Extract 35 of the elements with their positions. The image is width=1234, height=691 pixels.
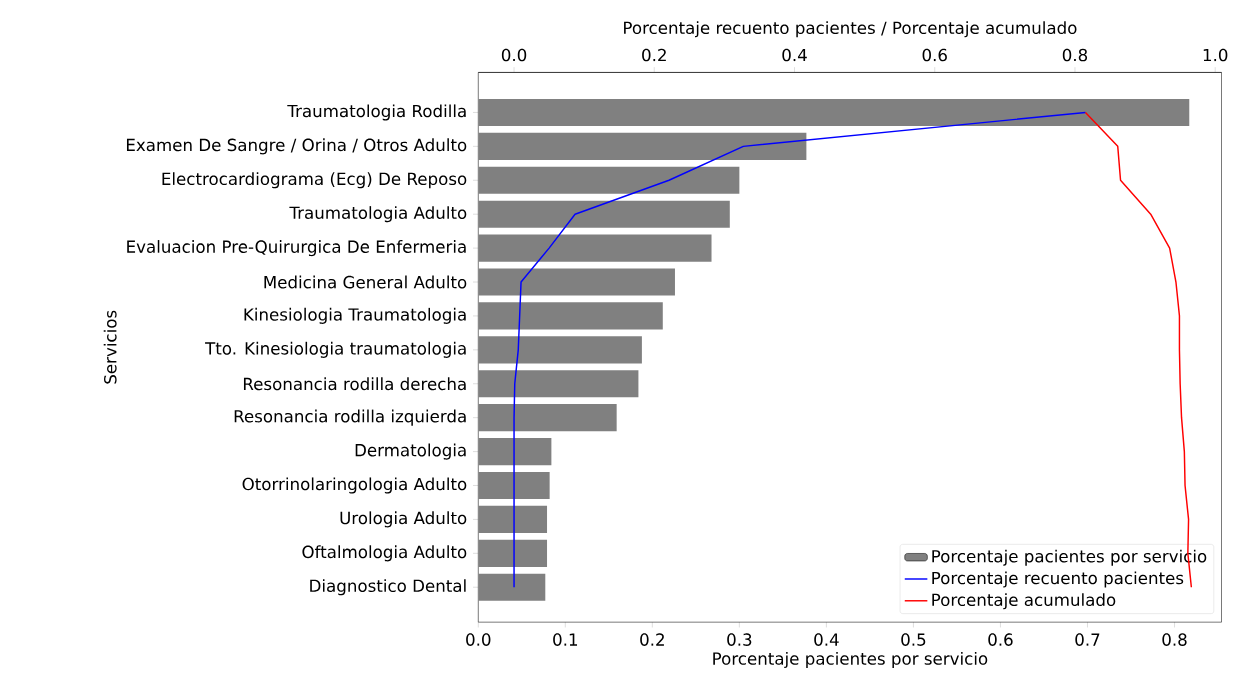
x2-tick-label: 0.2 — [642, 48, 666, 62]
y-tick-label: Otorrinolaringologia Adulto — [242, 477, 467, 494]
y-tick-label: Medicina General Adulto — [264, 275, 467, 289]
x-axis-title: Porcentaje pacientes por servicio — [713, 652, 988, 669]
x-tick-label: 0.1 — [553, 633, 578, 647]
x-tick-label: 0.3 — [727, 633, 752, 647]
x-tick-label: 0.0 — [466, 633, 491, 647]
y-tick-label: Urologia Adulto — [340, 511, 467, 528]
y-tick-label: Evaluacion Pre-Quirurgica De Enfermeria — [127, 240, 466, 257]
legend-label: Porcentaje recuento pacientes — [932, 571, 1184, 588]
y-tick-label: Oftalmologia Adulto — [302, 545, 467, 562]
x-tick-label: 0.4 — [814, 633, 839, 647]
y-tick-label: Traumatologia Adulto — [289, 206, 467, 223]
y-tick-label: Resonancia rodilla derecha — [243, 377, 466, 391]
x2-axis-title: Porcentaje recuento pacientes / Porcentaje acumulado — [624, 21, 1077, 38]
x2-tick-label: 0.6 — [922, 48, 947, 62]
x2-tick-label: 1.0 — [1203, 48, 1228, 62]
y-tick-label: Electrocardiograma (Ecg) De Reposo — [162, 172, 467, 189]
y-tick-label: Traumatologia Rodilla — [287, 104, 466, 121]
y-tick-label: Kinesiologia Traumatologia — [244, 308, 466, 325]
y-tick-label: Dermatologia — [355, 443, 466, 460]
x-tick-label: 0.5 — [901, 633, 926, 647]
y-axis-title: Servicios — [103, 310, 117, 384]
x2-tick-label: 0.8 — [1062, 48, 1088, 62]
x2-tick-label: 0.0 — [501, 48, 527, 62]
y-tick-label: Resonancia rodilla izquierda — [234, 409, 466, 426]
y-tick-label: Diagnostico Dental — [310, 579, 466, 596]
x-tick-label: 0.7 — [1075, 633, 1100, 647]
y-tick-label: Examen De Sangre / Orina / Otros Adulto — [126, 138, 467, 155]
x-tick-label: 0.2 — [640, 633, 664, 647]
x-tick-label: 0.8 — [1162, 633, 1187, 647]
x2-tick-label: 0.4 — [782, 48, 807, 62]
x-tick-label: 0.6 — [988, 633, 1013, 647]
legend-label: Porcentaje acumulado — [932, 593, 1116, 610]
y-tick-label: Tto. Kinesiologia traumatologia — [205, 341, 466, 359]
